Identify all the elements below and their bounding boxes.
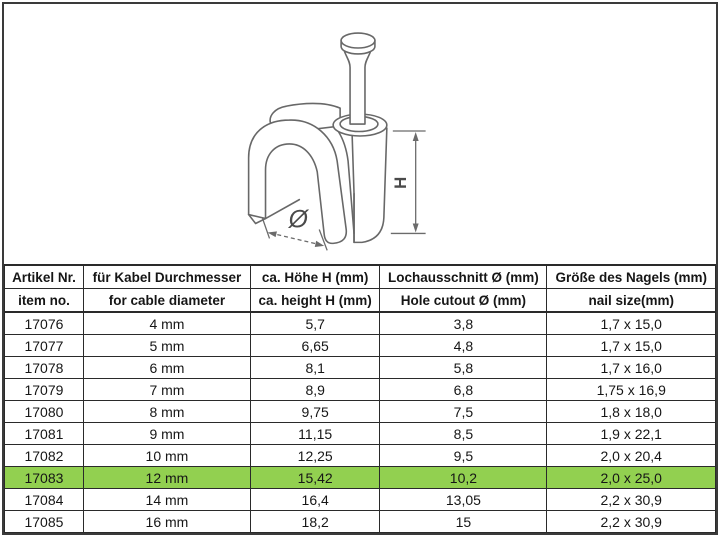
cell-item-no: 17082 (4, 444, 84, 467)
clip-front-arch (247, 119, 348, 245)
cell-cable-diameter: 10 mm (82, 444, 251, 467)
spec-table: Artikel Nr. für Kabel Durchmesser ca. Hö… (4, 264, 716, 533)
h-dim-label: H (391, 177, 410, 189)
cell-cable-diameter: 14 mm (82, 488, 251, 511)
cell-cable-diameter: 6 mm (82, 356, 251, 379)
cell-item-no: 17081 (4, 422, 84, 445)
cell-cable-diameter: 8 mm (82, 400, 251, 423)
cell-nail-size-mm: 2,0 x 25,0 (546, 466, 716, 489)
cell-height-mm: 6,65 (249, 334, 381, 357)
header-lochausschnitt: Lochausschnitt Ø (mm) (379, 264, 548, 289)
header-row-english: item no. for cable diameter ca. height H… (4, 288, 716, 313)
header-hoehe: ca. Höhe H (mm) (249, 264, 381, 289)
cell-nail-size-mm: 2,2 x 30,9 (546, 510, 716, 533)
header-hole-cutout: Hole cutout Ø (mm) (379, 288, 548, 313)
header-artikel-nr: Artikel Nr. (4, 264, 84, 289)
cell-cable-diameter: 16 mm (82, 510, 251, 533)
cell-height-mm: 15,42 (249, 466, 381, 489)
spec-table-header: Artikel Nr. für Kabel Durchmesser ca. Hö… (4, 264, 716, 313)
table-row: 17081 9 mm 11,15 8,5 1,9 x 22,1 (4, 422, 716, 445)
cell-hole-cutout-mm: 13,05 (379, 488, 548, 511)
cell-hole-cutout-mm: 6,8 (379, 378, 548, 401)
cell-cable-diameter: 9 mm (82, 422, 251, 445)
header-item-no: item no. (4, 288, 84, 313)
cell-height-mm: 16,4 (249, 488, 381, 511)
dia-dim-arrow-right (314, 240, 325, 247)
cell-cable-diameter: 12 mm (82, 466, 251, 489)
cell-nail-size-mm: 1,7 x 15,0 (546, 334, 716, 357)
dia-dim-label: Ø (288, 205, 310, 233)
cell-height-mm: 8,9 (249, 378, 381, 401)
cell-height-mm: 11,15 (249, 422, 381, 445)
cell-height-mm: 9,75 (249, 400, 381, 423)
header-groesse-nagel: Größe des Nagels (mm) (546, 264, 716, 289)
cell-hole-cutout-mm: 10,2 (379, 466, 548, 489)
dia-dim-extension-right (318, 229, 328, 251)
h-dim-arrow-down (412, 223, 419, 233)
cell-item-no: 17080 (4, 400, 84, 423)
table-row: 17080 8 mm 9,75 7,5 1,8 x 18,0 (4, 400, 716, 423)
cell-cable-diameter: 4 mm (82, 311, 251, 335)
cell-height-mm: 18,2 (249, 510, 381, 533)
cell-item-no: 17083 (4, 466, 84, 489)
header-nail-size: nail size(mm) (546, 288, 716, 313)
dia-dim-line (270, 232, 322, 246)
cell-cable-diameter: 5 mm (82, 334, 251, 357)
cell-nail-size-mm: 1,7 x 15,0 (546, 311, 716, 335)
header-height: ca. height H (mm) (249, 288, 381, 313)
cell-hole-cutout-mm: 9,5 (379, 444, 548, 467)
cell-item-no: 17076 (4, 311, 84, 335)
clip-left-leg-bottom (247, 213, 267, 225)
spec-table-body: 17076 4 mm 5,7 3,8 1,7 x 15,0 17077 5 mm 6,65 4,… (4, 311, 716, 533)
cell-cable-diameter: 7 mm (82, 378, 251, 401)
cell-nail-size-mm: 2,0 x 20,4 (546, 444, 716, 467)
cell-nail-size-mm: 2,2 x 30,9 (546, 488, 716, 511)
table-row: 17083 12 mm 15,42 10,2 2,0 x 25,0 (4, 466, 716, 489)
header-kabel-durchmesser: für Kabel Durchmesser (82, 264, 251, 289)
clip-opening-back-edge (264, 198, 301, 220)
table-row: 17079 7 mm 8,9 6,8 1,75 x 16,9 (4, 378, 716, 401)
nail-head-top (340, 32, 376, 49)
cable-clip-illustration-svg: H Ø (247, 32, 426, 251)
cell-hole-cutout-mm: 4,8 (379, 334, 548, 357)
clip-body-right-slab (351, 127, 388, 244)
dia-dim-arrow-left (267, 231, 277, 238)
cell-item-no: 17085 (4, 510, 84, 533)
header-cable-diameter: for cable diameter (82, 288, 251, 313)
header-row-german: Artikel Nr. für Kabel Durchmesser ca. Hö… (4, 264, 716, 289)
cell-height-mm: 5,7 (249, 311, 381, 335)
cell-hole-cutout-mm: 7,5 (379, 400, 548, 423)
cell-height-mm: 8,1 (249, 356, 381, 379)
table-row: 17077 5 mm 6,65 4,8 1,7 x 15,0 (4, 334, 716, 357)
cell-nail-size-mm: 1,8 x 18,0 (546, 400, 716, 423)
cell-hole-cutout-mm: 15 (379, 510, 548, 533)
table-row: 17082 10 mm 12,25 9,5 2,0 x 20,4 (4, 444, 716, 467)
cell-hole-cutout-mm: 5,8 (379, 356, 548, 379)
nail-shaft (343, 49, 372, 125)
cell-item-no: 17077 (4, 334, 84, 357)
cell-nail-size-mm: 1,75 x 16,9 (546, 378, 716, 401)
cell-item-no: 17078 (4, 356, 84, 379)
table-row: 17076 4 mm 5,7 3,8 1,7 x 15,0 (4, 311, 716, 335)
table-row: 17085 16 mm 18,2 15 2,2 x 30,9 (4, 510, 716, 533)
cell-item-no: 17084 (4, 488, 84, 511)
cell-hole-cutout-mm: 3,8 (379, 311, 548, 335)
cell-hole-cutout-mm: 8,5 (379, 422, 548, 445)
cell-item-no: 17079 (4, 378, 84, 401)
table-row: 17084 14 mm 16,4 13,05 2,2 x 30,9 (4, 488, 716, 511)
cable-clip-drawing: H Ø (4, 4, 716, 264)
table-row: 17078 6 mm 8,1 5,8 1,7 x 16,0 (4, 356, 716, 379)
h-dim-arrow-up (412, 132, 419, 141)
cell-height-mm: 12,25 (249, 444, 381, 467)
cell-nail-size-mm: 1,9 x 22,1 (546, 422, 716, 445)
dia-dim-extension-left (261, 218, 271, 239)
cell-nail-size-mm: 1,7 x 16,0 (546, 356, 716, 379)
